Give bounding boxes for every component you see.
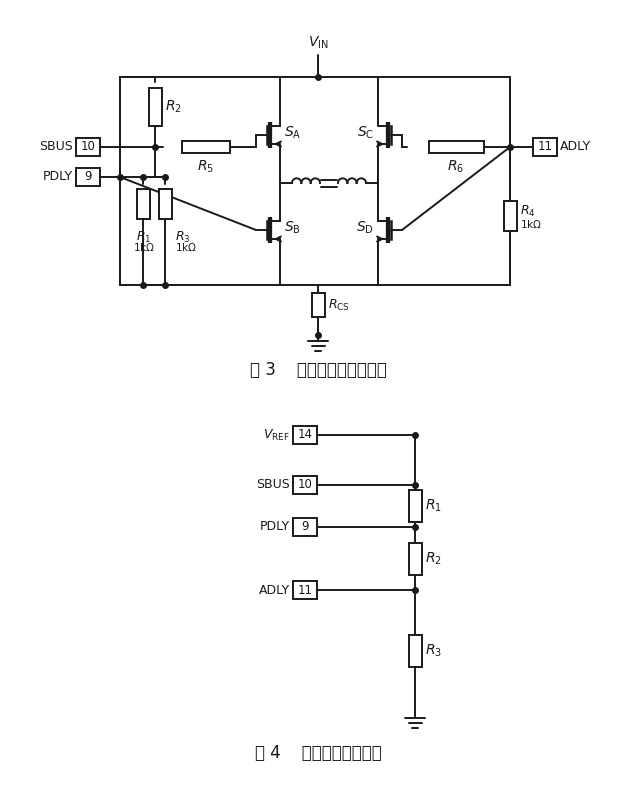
Text: 11: 11	[538, 141, 552, 153]
Text: $R_1$: $R_1$	[425, 498, 442, 514]
Text: ADLY: ADLY	[259, 584, 290, 596]
Text: $R_{\rm CS}$: $R_{\rm CS}$	[328, 297, 350, 312]
Text: 9: 9	[301, 521, 309, 533]
Text: $V_{\rm IN}$: $V_{\rm IN}$	[308, 35, 328, 51]
Bar	[408, 490, 422, 522]
Text: 14: 14	[297, 429, 313, 441]
Text: $R_3$: $R_3$	[425, 643, 442, 659]
Bar	[159, 189, 171, 219]
Bar	[408, 635, 422, 667]
Bar	[76, 138, 100, 156]
Text: 图 4    固定延时工作模式: 图 4 固定延时工作模式	[255, 744, 382, 762]
Text: $S_{\rm A}$: $S_{\rm A}$	[284, 125, 301, 142]
Text: $V_{\rm REF}$: $V_{\rm REF}$	[263, 428, 290, 443]
Text: $R_4$: $R_4$	[520, 204, 536, 219]
Text: 10: 10	[80, 141, 96, 153]
Bar	[533, 138, 557, 156]
Bar	[503, 201, 517, 231]
Text: SBUS: SBUS	[256, 479, 290, 491]
Bar	[293, 426, 317, 444]
Text: $1{\rm k}\Omega$: $1{\rm k}\Omega$	[175, 241, 197, 253]
Text: $R_6$: $R_6$	[447, 159, 464, 176]
Text: SBUS: SBUS	[39, 141, 73, 153]
Text: PDLY: PDLY	[260, 521, 290, 533]
Bar	[293, 476, 317, 494]
Bar	[293, 518, 317, 536]
Text: 10: 10	[297, 479, 312, 491]
Text: 11: 11	[297, 584, 313, 596]
Text: PDLY: PDLY	[43, 170, 73, 184]
Text: $S_{\rm C}$: $S_{\rm C}$	[357, 125, 374, 142]
Text: 图 3    自适应延时工作模式: 图 3 自适应延时工作模式	[250, 361, 387, 379]
Text: $1{\rm k}\Omega$: $1{\rm k}\Omega$	[520, 218, 542, 230]
Text: $S_{\rm B}$: $S_{\rm B}$	[284, 219, 301, 236]
Text: $R_1$: $R_1$	[136, 230, 152, 245]
Text: 9: 9	[84, 170, 92, 184]
Bar	[311, 293, 324, 317]
Text: $R_5$: $R_5$	[197, 159, 214, 176]
Bar	[182, 141, 229, 153]
Bar	[76, 168, 100, 186]
Text: $R_2$: $R_2$	[165, 99, 182, 115]
Text: $R_3$: $R_3$	[175, 230, 190, 245]
Text: $S_{\rm D}$: $S_{\rm D}$	[356, 219, 374, 236]
Bar	[148, 88, 162, 126]
Text: ADLY: ADLY	[560, 141, 591, 153]
Bar	[429, 141, 483, 153]
Text: $R_2$: $R_2$	[425, 550, 442, 567]
Text: $1{\rm k}\Omega$: $1{\rm k}\Omega$	[133, 241, 155, 253]
Bar	[293, 581, 317, 599]
Bar	[408, 542, 422, 575]
Bar	[136, 189, 150, 219]
